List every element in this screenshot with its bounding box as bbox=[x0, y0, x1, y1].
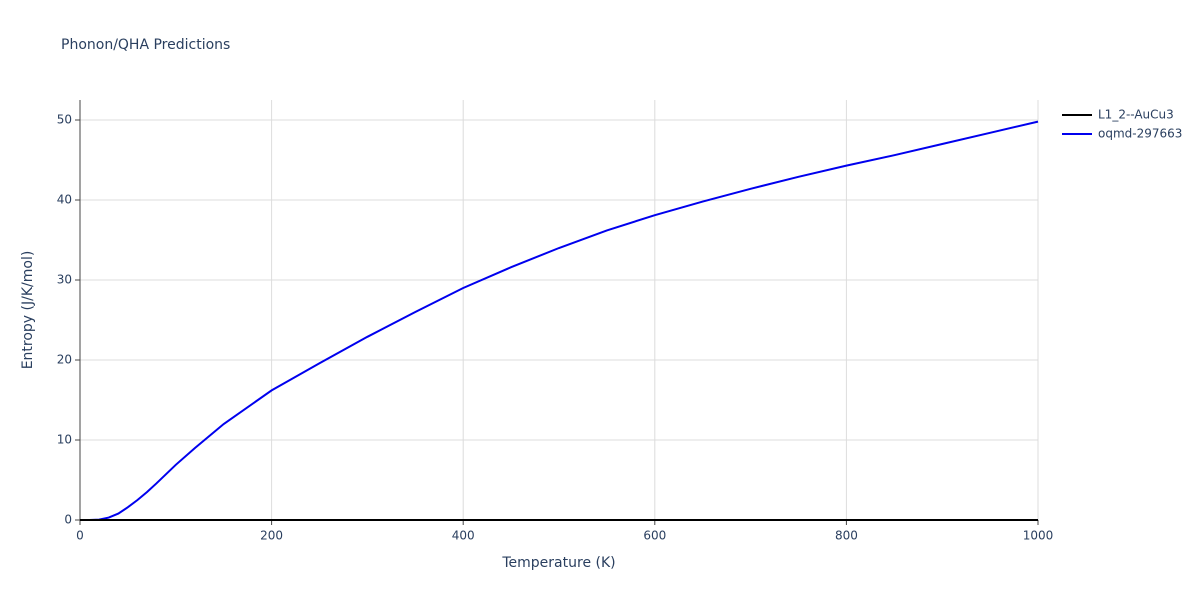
x-tick-label: 800 bbox=[835, 529, 858, 543]
legend-label: oqmd-297663 bbox=[1098, 127, 1182, 141]
chart-title: Phonon/QHA Predictions bbox=[61, 37, 230, 53]
y-tick-label: 30 bbox=[57, 273, 72, 287]
y-axis-label: Entropy (J/K/mol) bbox=[20, 251, 36, 370]
x-tick-label: 200 bbox=[260, 529, 283, 543]
series-line bbox=[80, 120, 1039, 521]
y-tick-label: 50 bbox=[57, 113, 72, 127]
x-axis-label: Temperature (K) bbox=[501, 555, 615, 571]
x-tick-label: 400 bbox=[452, 529, 475, 543]
legend-label: L1_2--AuCu3 bbox=[1098, 108, 1174, 122]
x-tick-label: 0 bbox=[76, 529, 84, 543]
x-tick-label: 1000 bbox=[1023, 529, 1054, 543]
y-tick-label: 40 bbox=[57, 193, 72, 207]
y-tick-label: 0 bbox=[64, 513, 72, 527]
y-tick-label: 10 bbox=[57, 433, 72, 447]
y-tick-label: 20 bbox=[57, 353, 72, 367]
x-tick-label: 600 bbox=[643, 529, 666, 543]
